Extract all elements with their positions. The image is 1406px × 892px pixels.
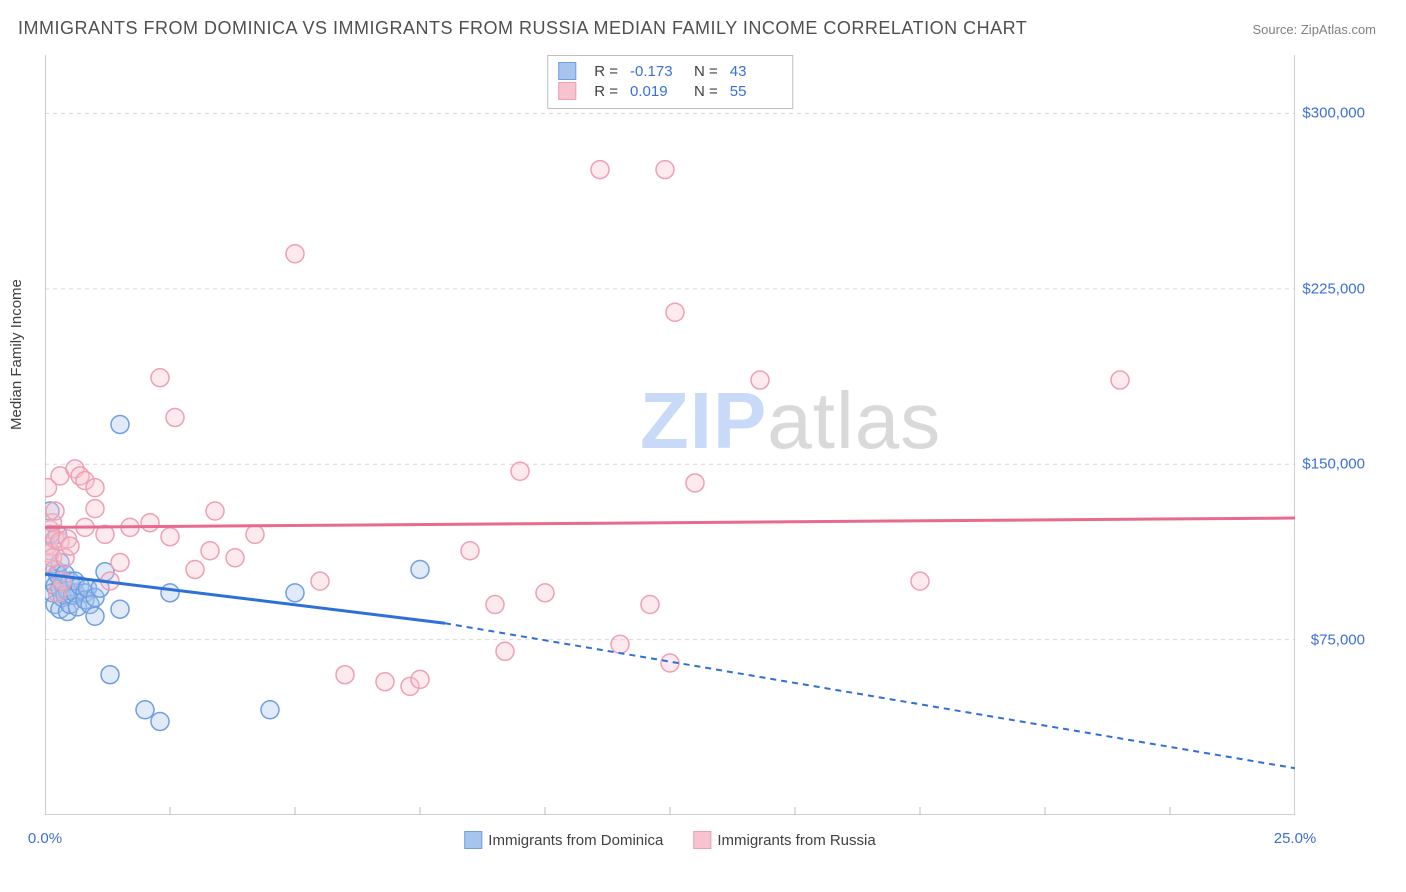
stats-r-label: R =: [594, 63, 618, 80]
y-tick-label: $225,000: [1302, 280, 1365, 297]
stats-box: R = -0.173 N = 43 R = 0.019 N = 55: [547, 55, 793, 109]
legend-swatch-dominica: [464, 831, 482, 849]
stats-row-dominica: R = -0.173 N = 43: [558, 62, 782, 80]
y-tick-label: $150,000: [1302, 456, 1365, 473]
stats-swatch-russia: [558, 82, 576, 100]
legend-swatch-russia: [693, 831, 711, 849]
stats-r-value-dominica: -0.173: [630, 63, 682, 80]
y-axis-label: Median Family Income: [8, 279, 25, 430]
stats-n-value-russia: 55: [730, 83, 782, 100]
bottom-legend: Immigrants from Dominica Immigrants from…: [464, 831, 875, 849]
legend-label-dominica: Immigrants from Dominica: [488, 832, 663, 849]
x-tick-min: 0.0%: [28, 830, 62, 847]
stats-r-label-2: R =: [594, 83, 618, 100]
chart-area: ZIPatlas $75,000$150,000$225,000$300,000…: [45, 55, 1295, 815]
legend-item-dominica: Immigrants from Dominica: [464, 831, 663, 849]
stats-r-value-russia: 0.019: [630, 83, 682, 100]
x-tick-max: 25.0%: [1274, 830, 1317, 847]
y-tick-label: $75,000: [1311, 631, 1365, 648]
stats-n-label: N =: [694, 63, 718, 80]
legend-item-russia: Immigrants from Russia: [693, 831, 875, 849]
stats-n-value-dominica: 43: [730, 63, 782, 80]
scatter-plot: [45, 55, 1295, 815]
y-tick-label: $300,000: [1302, 105, 1365, 122]
legend-label-russia: Immigrants from Russia: [717, 832, 875, 849]
stats-n-label-2: N =: [694, 83, 718, 100]
stats-swatch-dominica: [558, 62, 576, 80]
chart-title: IMMIGRANTS FROM DOMINICA VS IMMIGRANTS F…: [18, 18, 1027, 39]
stats-row-russia: R = 0.019 N = 55: [558, 82, 782, 100]
source-attribution: Source: ZipAtlas.com: [1252, 22, 1376, 37]
